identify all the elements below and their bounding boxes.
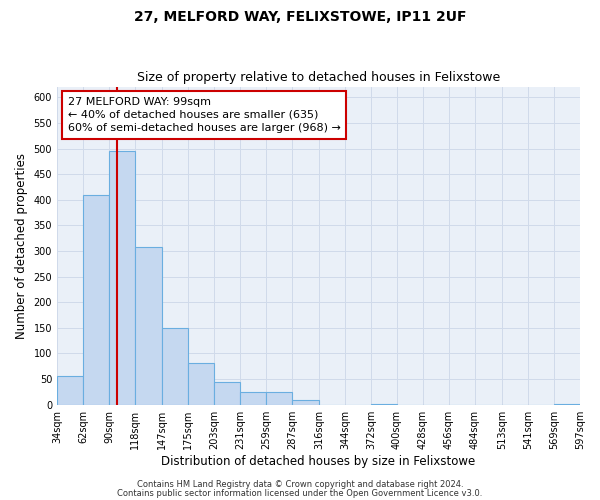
Bar [188, 362, 214, 405]
Bar [162, 328, 188, 404]
Text: 27, MELFORD WAY, FELIXSTOWE, IP11 2UF: 27, MELFORD WAY, FELIXSTOWE, IP11 2UF [134, 10, 466, 24]
Text: 27 MELFORD WAY: 99sqm
← 40% of detached houses are smaller (635)
60% of semi-det: 27 MELFORD WAY: 99sqm ← 40% of detached … [68, 96, 340, 133]
Bar [266, 392, 292, 404]
Bar [214, 382, 240, 404]
Bar [240, 392, 266, 404]
Text: Contains HM Land Registry data © Crown copyright and database right 2024.: Contains HM Land Registry data © Crown c… [137, 480, 463, 489]
Bar [109, 151, 135, 405]
Bar [292, 400, 319, 404]
Bar [83, 194, 109, 404]
X-axis label: Distribution of detached houses by size in Felixstowe: Distribution of detached houses by size … [161, 454, 476, 468]
Text: Contains public sector information licensed under the Open Government Licence v3: Contains public sector information licen… [118, 488, 482, 498]
Bar [57, 376, 83, 404]
Title: Size of property relative to detached houses in Felixstowe: Size of property relative to detached ho… [137, 72, 500, 85]
Bar [135, 248, 162, 404]
Y-axis label: Number of detached properties: Number of detached properties [15, 153, 28, 339]
